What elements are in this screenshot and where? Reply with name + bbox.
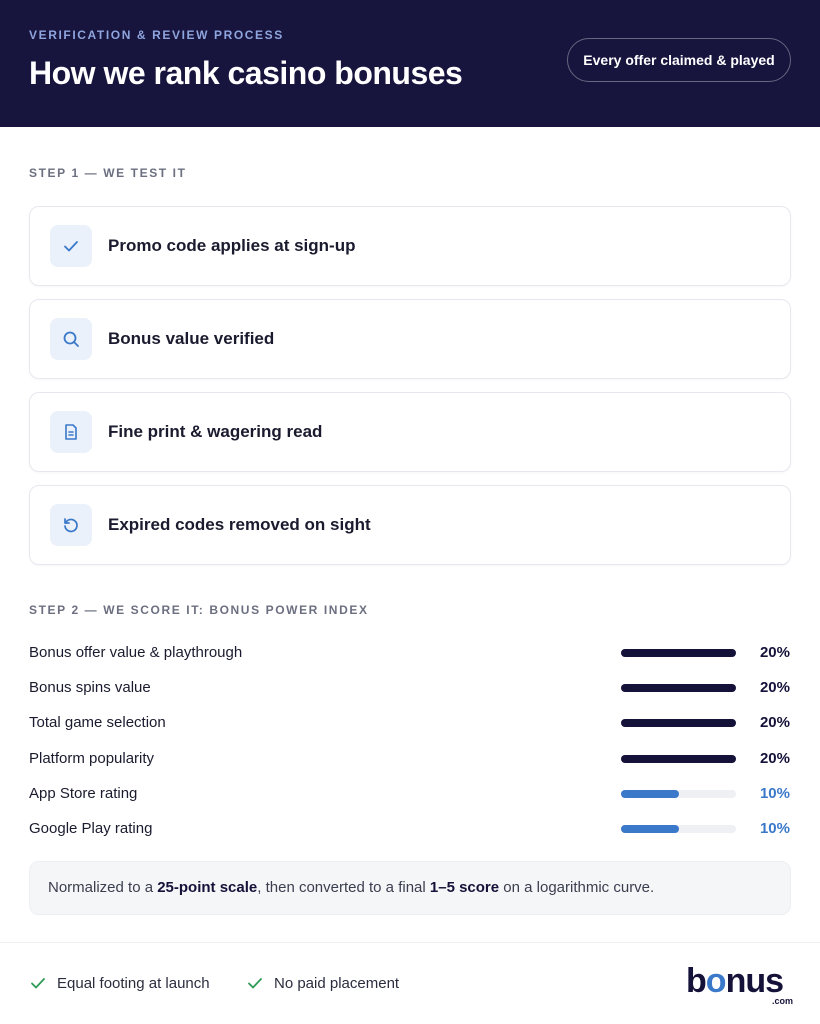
footer-text: Equal footing at launch bbox=[57, 974, 210, 992]
bar bbox=[621, 684, 736, 693]
logo-part: o bbox=[705, 962, 727, 1000]
row-value: 20% bbox=[759, 749, 790, 767]
check-card: Promo code applies at sign-up bbox=[29, 206, 791, 286]
bar-track bbox=[621, 719, 736, 728]
card-text: Fine print & wagering read bbox=[108, 422, 323, 441]
divider bbox=[0, 942, 820, 943]
bar-track bbox=[621, 789, 736, 798]
bar bbox=[621, 825, 679, 833]
logo-part: nus bbox=[725, 962, 784, 1000]
check-card: Expired codes removed on sight bbox=[29, 485, 791, 565]
bar bbox=[621, 719, 736, 728]
header: VERIFICATION & REVIEW PROCESS How we ran… bbox=[0, 0, 820, 127]
row-value: 10% bbox=[759, 784, 790, 802]
logo-suffix: .com bbox=[772, 996, 794, 1006]
row-label: Platform popularity bbox=[29, 749, 155, 767]
row-value: 20% bbox=[759, 679, 790, 697]
check-card: Bonus value verified bbox=[29, 299, 791, 379]
card-text: Promo code applies at sign-up bbox=[108, 236, 356, 255]
bar-track bbox=[621, 649, 736, 657]
footer-text: No paid placement bbox=[274, 974, 400, 992]
title: How we rank casino bonuses bbox=[29, 55, 463, 91]
note: Normalized to a 25-point scale, then con… bbox=[29, 861, 791, 915]
row-label: Google Play rating bbox=[29, 820, 153, 837]
row-label: Bonus offer value & playthrough bbox=[29, 644, 243, 661]
bar-track bbox=[621, 754, 736, 763]
card-text: Bonus value verified bbox=[108, 329, 275, 348]
bar bbox=[621, 789, 679, 798]
row-label: App Store rating bbox=[29, 784, 138, 802]
row-label: Bonus spins value bbox=[29, 679, 151, 697]
row-value: 10% bbox=[759, 820, 790, 837]
card-text: Expired codes removed on sight bbox=[108, 515, 371, 534]
icon bbox=[50, 504, 92, 546]
bar bbox=[621, 754, 736, 763]
bar-track bbox=[621, 684, 736, 693]
eyebrow: VERIFICATION & REVIEW PROCESS bbox=[29, 28, 284, 42]
step-heading: STEP 2 — WE SCORE IT: BONUS POWER INDEX bbox=[29, 603, 369, 617]
note-bold: 25-point scale bbox=[157, 879, 258, 896]
logo: bonus bbox=[686, 962, 784, 1001]
row-label: Total game selection bbox=[29, 714, 166, 732]
footer-point: No paid placement bbox=[246, 974, 399, 992]
note-text: Normalized to a bbox=[48, 879, 158, 896]
note-bold: 1–5 score bbox=[429, 879, 500, 896]
logo-part: b bbox=[686, 962, 707, 1000]
row-value: 20% bbox=[759, 644, 790, 661]
note-text: , then converted to a final bbox=[257, 879, 430, 896]
row-value: 20% bbox=[759, 714, 790, 732]
step-heading: STEP 1 — WE TEST IT bbox=[29, 166, 187, 180]
icon bbox=[50, 225, 92, 267]
icon bbox=[50, 318, 92, 360]
note-text: on a logarithmic curve. bbox=[499, 879, 655, 896]
bar bbox=[621, 649, 736, 657]
bar-track bbox=[621, 825, 736, 833]
check-card: Fine print & wagering read bbox=[29, 392, 791, 472]
footer-point: Equal footing at launch bbox=[29, 974, 210, 992]
badge: Every offer claimed & played bbox=[567, 38, 791, 82]
icon bbox=[50, 411, 92, 453]
